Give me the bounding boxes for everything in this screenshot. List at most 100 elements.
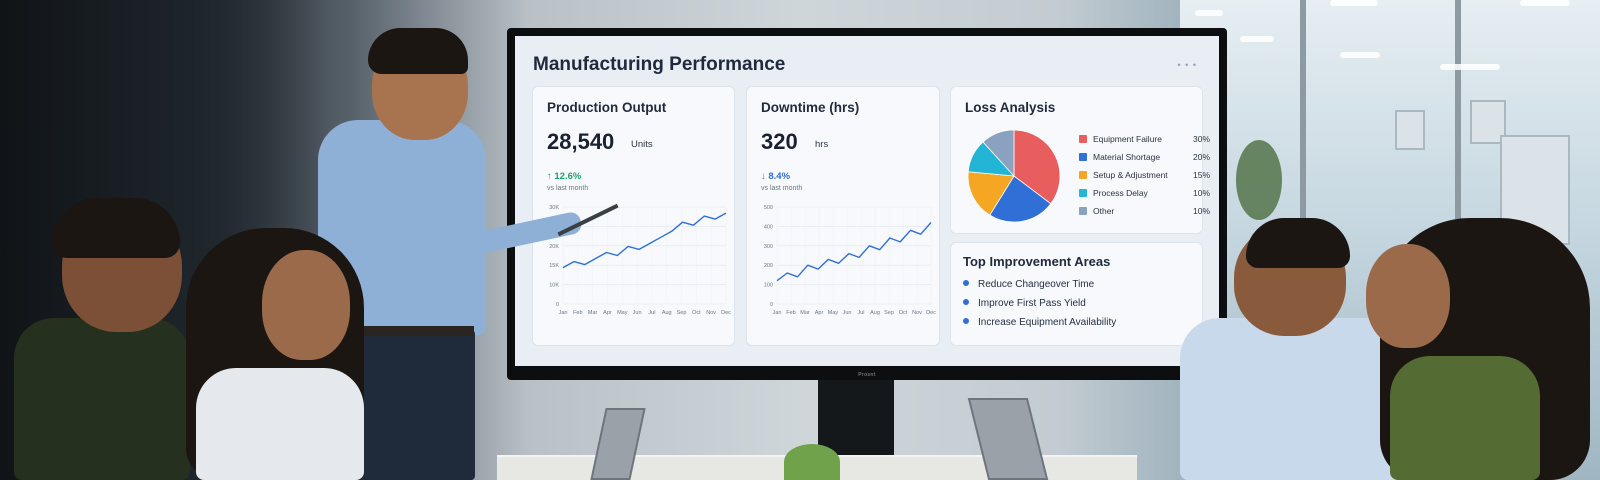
- y-tick-label: 10K: [549, 283, 559, 289]
- loss-analysis-title: Loss Analysis: [965, 100, 1056, 115]
- legend-swatch: [1079, 171, 1087, 179]
- y-tick-label: 300: [764, 244, 773, 250]
- downtime-delta-note: vs last month: [761, 185, 803, 192]
- x-tick-label: Jun: [633, 310, 642, 316]
- x-tick-label: Sep: [884, 310, 894, 316]
- production-output-title: Production Output: [547, 100, 667, 115]
- y-tick-label: 400: [764, 224, 773, 230]
- attendee-shirt: [14, 318, 190, 480]
- production-line-chart: 30K25K20K15K10K0JanFebMarAprMayJunJulAug…: [549, 205, 731, 316]
- series-line: [776, 222, 932, 282]
- pie-slice: [989, 175, 1052, 223]
- x-tick-label: Mar: [588, 310, 598, 316]
- legend-value: 10%: [1193, 206, 1211, 216]
- production-delta: ↑ 12.6%: [547, 171, 582, 182]
- x-tick-label: Aug: [662, 310, 672, 316]
- x-tick-label: Oct: [899, 310, 908, 316]
- dashboard-title: Manufacturing Performance: [533, 54, 786, 75]
- x-tick-label: Apr: [815, 310, 824, 316]
- attendee-face: [262, 250, 350, 360]
- attendee-hair: [52, 198, 180, 258]
- ceiling-light: [1330, 0, 1378, 6]
- improvement-card: Top Improvement Areas Reduce Changeover …: [950, 242, 1203, 346]
- more-options-icon[interactable]: • • •: [1177, 60, 1197, 70]
- y-tick-label: 500: [764, 205, 773, 211]
- production-output-value: 28,540: [547, 129, 615, 154]
- y-tick-label: 200: [764, 263, 773, 269]
- x-tick-label: Sep: [677, 310, 687, 316]
- monitor-stand: [818, 380, 894, 456]
- legend-label: Setup & Adjustment: [1093, 170, 1168, 180]
- improvement-item-label: Improve First Pass Yield: [978, 298, 1086, 309]
- pie-slice: [982, 129, 1015, 178]
- x-tick-label: Jan: [559, 310, 568, 316]
- legend-value: 20%: [1193, 152, 1211, 162]
- pie-slice: [967, 171, 1015, 216]
- display-monitor: Manufacturing Performance • • • Producti…: [507, 28, 1227, 380]
- legend-value: 15%: [1193, 170, 1211, 180]
- y-tick-label: 20K: [549, 244, 559, 250]
- x-tick-label: Apr: [603, 310, 612, 316]
- improvement-item: Reduce Changeover Time: [963, 279, 1094, 290]
- production-output-unit: Units: [631, 139, 653, 150]
- legend-label: Other: [1093, 206, 1115, 216]
- attendee-shirt: [1180, 318, 1406, 480]
- legend-value: 30%: [1193, 134, 1211, 144]
- improvement-item: Improve First Pass Yield: [963, 298, 1086, 309]
- x-tick-label: Feb: [786, 310, 795, 316]
- x-tick-label: Jul: [648, 310, 655, 316]
- x-tick-label: Nov: [912, 310, 922, 316]
- x-tick-label: Dec: [926, 310, 936, 316]
- legend-label: Process Delay: [1093, 188, 1148, 198]
- x-tick-label: Jul: [857, 310, 864, 316]
- x-tick-label: Nov: [706, 310, 716, 316]
- series-line: [562, 212, 727, 269]
- bullet-icon: [963, 280, 969, 286]
- attendee-top: [1390, 356, 1540, 480]
- improvement-item: Increase Equipment Availability: [963, 317, 1116, 328]
- factory-machine: [1395, 110, 1425, 150]
- production-output-card: Production Output 28,540 Units ↑ 12.6% v…: [532, 86, 735, 346]
- legend-label: Equipment Failure: [1093, 134, 1162, 144]
- table-plant: [784, 444, 840, 480]
- attendee-blouse: [196, 368, 364, 480]
- x-tick-label: May: [828, 310, 839, 316]
- legend-swatch: [1079, 207, 1087, 215]
- downtime-title: Downtime (hrs): [761, 100, 860, 115]
- legend-label: Material Shortage: [1093, 152, 1161, 162]
- office-plant: [1236, 140, 1282, 220]
- loss-pie-chart: [967, 129, 1061, 223]
- attendee-hair: [1246, 218, 1350, 268]
- ceiling-light: [1195, 10, 1223, 16]
- improvement-item-label: Increase Equipment Availability: [978, 317, 1117, 328]
- monitor-brand: Prosnt: [858, 372, 876, 378]
- bullet-icon: [963, 299, 969, 305]
- x-tick-label: Jan: [773, 310, 782, 316]
- legend-swatch: [1079, 135, 1087, 143]
- attendee-face: [1366, 244, 1450, 348]
- y-tick-label: 0: [556, 302, 559, 308]
- downtime-delta: ↓ 8.4%: [761, 171, 791, 182]
- y-tick-label: 15K: [549, 263, 559, 269]
- downtime-value: 320: [761, 129, 798, 154]
- downtime-unit: hrs: [815, 139, 829, 150]
- dashboard-screen: Manufacturing Performance • • • Producti…: [515, 36, 1219, 366]
- x-tick-label: May: [617, 310, 628, 316]
- presenter-hair: [368, 28, 468, 74]
- x-tick-label: Aug: [870, 310, 880, 316]
- presenter-belt: [356, 326, 474, 336]
- ceiling-light: [1240, 36, 1274, 42]
- ceiling-light: [1440, 64, 1500, 70]
- ceiling-light: [1520, 0, 1570, 6]
- improvement-item-label: Reduce Changeover Time: [978, 279, 1095, 290]
- pie-slice: [1013, 129, 1061, 205]
- x-tick-label: Feb: [573, 310, 582, 316]
- bullet-icon: [963, 318, 969, 324]
- x-tick-label: Mar: [800, 310, 810, 316]
- ceiling-light: [1340, 52, 1380, 58]
- legend-swatch: [1079, 153, 1087, 161]
- y-tick-label: 100: [764, 283, 773, 289]
- x-tick-label: Dec: [721, 310, 731, 316]
- legend-value: 10%: [1193, 188, 1211, 198]
